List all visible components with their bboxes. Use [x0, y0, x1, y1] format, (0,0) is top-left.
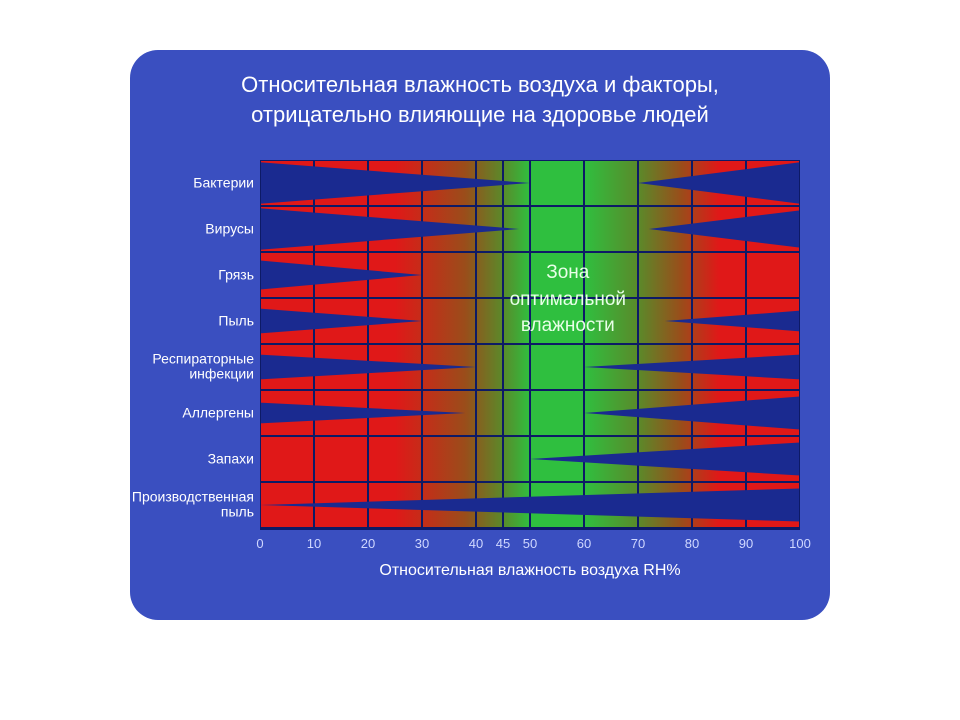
y-axis-label: Респираторныеинфекции	[130, 352, 254, 383]
x-axis-tick: 20	[361, 536, 375, 551]
x-axis-tick: 30	[415, 536, 429, 551]
x-axis-tick: 0	[256, 536, 263, 551]
x-axis-tick: 80	[685, 536, 699, 551]
y-axis-label: Грязь	[130, 267, 254, 282]
y-axis-label: Запахи	[130, 451, 254, 466]
y-axis-labels: Бактерии Вирусы Грязь Пыль Респираторныеинфе…	[130, 160, 260, 530]
plot-area: Зона оптимальной влажности	[260, 160, 800, 530]
title-line1: Относительная влажность воздуха и фактор…	[241, 72, 719, 97]
x-axis-tick: 45	[496, 536, 510, 551]
plot-svg	[260, 160, 800, 530]
x-axis-tick: 40	[469, 536, 483, 551]
x-axis-tick: 90	[739, 536, 753, 551]
y-axis-label: Производственнаяпыль	[130, 490, 254, 521]
x-axis-tick: 10	[307, 536, 321, 551]
chart-title: Относительная влажность воздуха и фактор…	[130, 70, 830, 129]
x-axis-tick: 70	[631, 536, 645, 551]
y-axis-label: Пыль	[130, 313, 254, 328]
y-axis-label: Бактерии	[130, 175, 254, 190]
x-axis-tick: 60	[577, 536, 591, 551]
x-axis-tick: 50	[523, 536, 537, 551]
y-axis-label: Вирусы	[130, 221, 254, 236]
x-axis-ticks: 010203040455060708090100	[260, 536, 800, 556]
chart-panel: Относительная влажность воздуха и фактор…	[130, 50, 830, 620]
x-axis-title: Относительная влажность воздуха RH%	[260, 562, 800, 580]
x-axis-tick: 100	[789, 536, 811, 551]
y-axis-label: Аллергены	[130, 405, 254, 420]
title-line2: отрицательно влияющие на здоровье людей	[251, 102, 709, 127]
